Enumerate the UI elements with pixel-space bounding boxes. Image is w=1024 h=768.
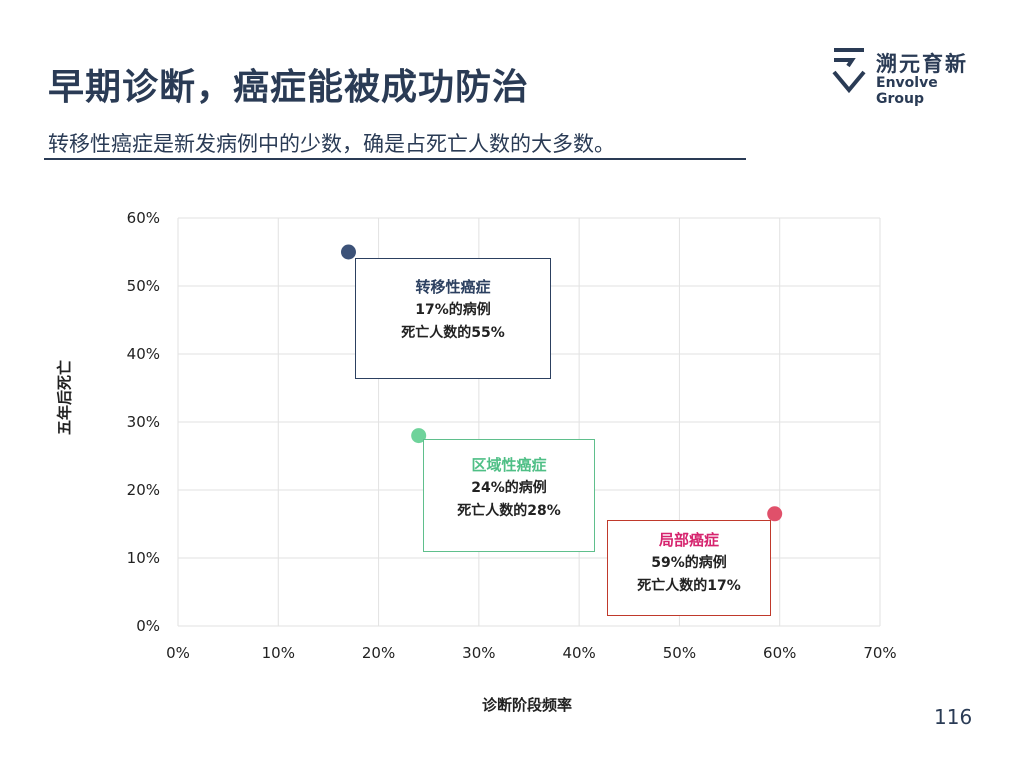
y-tick-label: 30% — [127, 413, 160, 431]
annotation-regional-title: 区域性癌症 — [471, 456, 547, 474]
x-axis-label: 诊断阶段频率 — [482, 696, 573, 714]
envolve-logo-icon — [832, 48, 866, 94]
y-tick-label: 10% — [127, 549, 160, 567]
annotation-metastatic-deaths: 死亡人数的55% — [401, 325, 505, 341]
chart-ticks: 0% 10% 20% 30% 40% 50% 60% 70% 0% 10% 20% 30% 40% 50%… — [127, 209, 897, 662]
annotation-metastatic-title: 转移性癌症 — [415, 278, 491, 296]
x-tick-label: 50% — [663, 644, 696, 662]
annotation-local-deaths: 死亡人数的17% — [637, 578, 741, 594]
chart-points — [340, 244, 783, 522]
annotation-local-title: 局部癌症 — [658, 531, 719, 549]
logo-name-en: Envolve Group — [876, 75, 938, 107]
logo-name-cn: 溯元育新 — [876, 52, 968, 76]
subtitle-underline — [44, 158, 746, 160]
annotation-regional-deaths: 死亡人数的28% — [457, 503, 561, 519]
x-tick-label: 30% — [462, 644, 495, 662]
brand-logo: 溯元育新 Envolve Group — [830, 44, 980, 107]
y-tick-label: 20% — [127, 481, 160, 499]
x-tick-label: 20% — [362, 644, 395, 662]
x-tick-label: 60% — [763, 644, 796, 662]
annotation-metastatic: 转移性癌症 17%的病例 死亡人数的55% — [355, 258, 551, 379]
y-tick-label: 50% — [127, 277, 160, 295]
annotation-local-cases: 59%的病例 — [651, 555, 727, 571]
x-tick-label: 70% — [863, 644, 896, 662]
y-tick-label: 0% — [136, 617, 160, 635]
annotation-regional: 区域性癌症 24%的病例 死亡人数的28% — [423, 439, 595, 552]
annotation-regional-cases: 24%的病例 — [471, 480, 547, 496]
data-point — [340, 244, 356, 260]
page-number: 116 — [934, 705, 973, 729]
page-title: 早期诊断，癌症能被成功防治 — [48, 67, 530, 108]
x-tick-label: 0% — [166, 644, 190, 662]
data-point — [767, 506, 783, 522]
x-tick-label: 10% — [262, 644, 295, 662]
page-subtitle: 转移性癌症是新发病例中的少数，确是占死亡人数的大多数。 — [48, 132, 615, 156]
y-axis-label: 五年后死亡 — [55, 359, 74, 435]
y-tick-label: 60% — [127, 209, 160, 227]
x-tick-label: 40% — [562, 644, 595, 662]
annotation-metastatic-cases: 17%的病例 — [415, 302, 491, 318]
y-tick-label: 40% — [127, 345, 160, 363]
data-point — [411, 428, 427, 444]
annotation-local: 局部癌症 59%的病例 死亡人数的17% — [607, 520, 771, 616]
